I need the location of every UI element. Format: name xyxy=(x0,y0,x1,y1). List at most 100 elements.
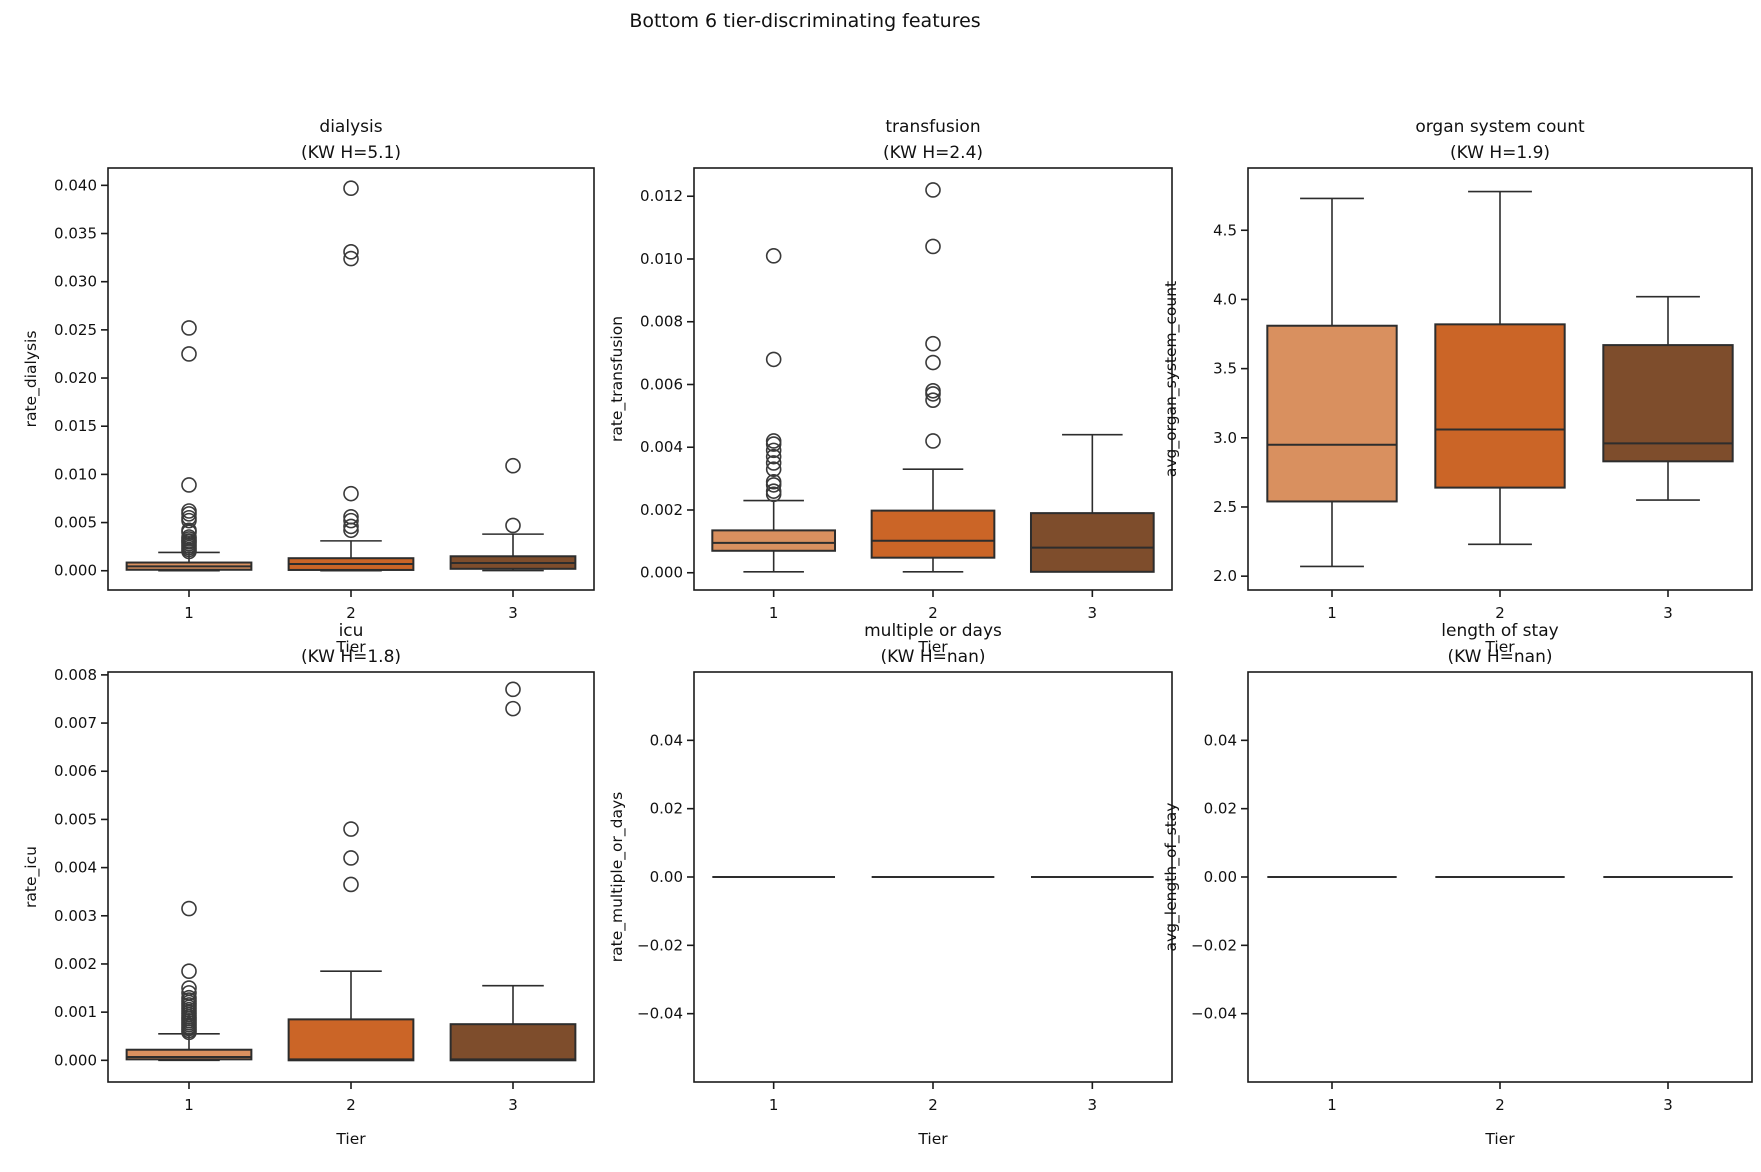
outlier-point xyxy=(181,509,197,526)
outlier-point xyxy=(343,876,359,893)
outlier-point xyxy=(343,508,359,525)
y-tick-label: 0.006 xyxy=(54,762,97,780)
iqr-box xyxy=(449,1023,577,1062)
x-axis-label: Tier xyxy=(1484,1130,1515,1148)
y-axis-label: rate_icu xyxy=(22,846,41,908)
x-axis-label: Tier xyxy=(917,638,948,656)
outlier-point xyxy=(765,448,782,465)
y-tick-label: 3.5 xyxy=(1213,360,1237,378)
y-axis-label: avg_organ_system_count xyxy=(1162,281,1181,477)
outlier-point xyxy=(181,900,197,917)
y-axis-label: rate_multiple_or_days xyxy=(608,792,627,962)
outlier-point xyxy=(343,250,359,267)
y-tick-label: 0.005 xyxy=(54,514,97,532)
y-axis-label: avg_length_of_stay xyxy=(1162,803,1181,952)
outlier-point xyxy=(925,382,941,399)
box-tier-3 xyxy=(449,457,577,572)
outlier-point xyxy=(925,238,941,255)
y-tick-label: 0.007 xyxy=(54,714,97,732)
y-tick-label: 0.020 xyxy=(54,369,97,387)
subplot-title: dialysis xyxy=(319,117,382,137)
y-tick-label: 0.010 xyxy=(640,250,683,268)
y-tick-label: 0.002 xyxy=(54,955,97,973)
y-tick-label: 0.015 xyxy=(54,417,97,435)
x-tick-label: 1 xyxy=(184,1096,194,1114)
outlier-point xyxy=(505,681,521,698)
y-tick-label: −0.02 xyxy=(637,936,683,954)
outlier-point xyxy=(343,850,359,866)
outlier-point xyxy=(765,433,782,449)
y-tick-label: 0.025 xyxy=(54,321,97,339)
subplot-transfusion: 0.000 0.002 0.004 0.006 0.008 0.010 0.012 rate_… xyxy=(608,117,1173,656)
outlier-point xyxy=(765,455,782,471)
iqr-box xyxy=(1029,512,1155,573)
outlier-point xyxy=(925,335,941,352)
subplot-title: multiple or days xyxy=(864,621,1002,641)
outlier-point xyxy=(343,821,359,837)
outlier-point xyxy=(765,248,782,264)
box-tier-1 xyxy=(711,248,837,573)
y-tick-label: 2.0 xyxy=(1213,567,1237,585)
box-tier-1 xyxy=(125,900,253,1062)
x-tick-label: 1 xyxy=(1327,604,1337,622)
outlier-point xyxy=(343,518,359,535)
subplot-subtitle: (KW H=5.1) xyxy=(301,143,401,163)
y-tick-label: 0.04 xyxy=(650,731,683,749)
iqr-box xyxy=(1602,344,1734,463)
y-tick-label: 0.005 xyxy=(54,810,97,828)
x-tick-label: 2 xyxy=(1495,604,1505,622)
outlier-point xyxy=(765,483,782,499)
x-tick-label: 1 xyxy=(769,604,779,622)
figure-suptitle: Bottom 6 tier-discriminating features xyxy=(629,10,981,32)
x-tick-label: 3 xyxy=(1663,1096,1673,1114)
iqr-box xyxy=(870,509,996,559)
y-tick-label: 0.008 xyxy=(54,666,97,684)
y-tick-label: 0.004 xyxy=(640,438,683,456)
outlier-point xyxy=(343,485,359,502)
y-tick-label: 2.5 xyxy=(1213,498,1237,516)
subplot-length-of-stay: −0.04 −0.02 0.00 0.02 0.04 avg_length_of_stay… xyxy=(1162,621,1753,1148)
outlier-point xyxy=(181,529,197,545)
y-tick-label: 0.002 xyxy=(640,501,683,519)
subplot-title: transfusion xyxy=(885,117,980,137)
box-tier-2 xyxy=(287,821,415,1062)
outlier-point xyxy=(765,461,782,478)
outlier-point xyxy=(181,522,197,539)
x-tick-label: 1 xyxy=(184,604,194,622)
x-tick-label: 3 xyxy=(1663,604,1673,622)
y-axis-label: rate_transfusion xyxy=(608,316,627,442)
outlier-point xyxy=(505,700,521,717)
y-tick-label: 0.003 xyxy=(54,907,97,925)
y-tick-label: 0.02 xyxy=(650,800,683,818)
subplot-subtitle: (KW H=2.4) xyxy=(883,143,983,163)
box-tier-2 xyxy=(1434,190,1566,546)
x-tick-label: 2 xyxy=(346,1096,356,1114)
y-tick-label: 0.006 xyxy=(640,375,683,393)
subplot-dialysis: 0.000 0.005 0.010 0.015 0.020 0.025 0.030 0.035… xyxy=(22,117,595,656)
y-tick-label: 0.040 xyxy=(54,176,97,194)
outlier-point xyxy=(765,473,782,490)
y-tick-label: −0.04 xyxy=(637,1005,683,1023)
box-tier-3 xyxy=(1602,295,1734,501)
y-tick-label: 4.0 xyxy=(1213,290,1237,308)
outlier-point xyxy=(505,457,521,474)
outlier-point xyxy=(181,503,197,519)
box-tier-2 xyxy=(870,182,996,573)
x-tick-label: 3 xyxy=(508,604,518,622)
box-tier-1 xyxy=(1266,197,1398,568)
y-tick-label: 0.00 xyxy=(650,868,683,886)
y-tick-label: 4.5 xyxy=(1213,221,1237,239)
subplot-icu: 0.000 0.001 0.002 0.003 0.004 0.005 0.006 0.007… xyxy=(22,621,595,1148)
outlier-point xyxy=(925,354,941,371)
y-tick-label: 0.00 xyxy=(1204,868,1237,886)
outlier-point xyxy=(343,512,359,529)
outlier-point xyxy=(181,346,197,362)
outlier-point xyxy=(505,517,521,534)
y-tick-label: 0.008 xyxy=(640,313,683,331)
outlier-point xyxy=(181,477,197,493)
subplot-multiple-or-days: −0.04 −0.02 0.00 0.02 0.04 rate_multiple_or_d… xyxy=(608,621,1173,1148)
y-tick-label: 0.010 xyxy=(54,465,97,483)
x-axis-label: Tier xyxy=(1484,638,1515,656)
